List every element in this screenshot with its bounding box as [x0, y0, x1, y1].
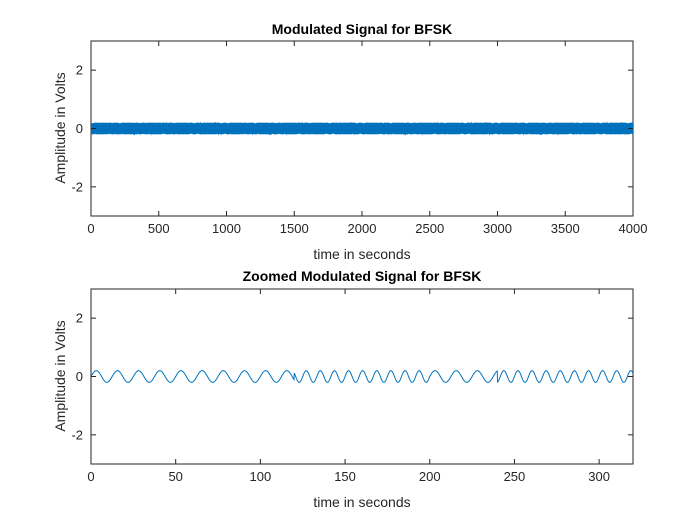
x-ticks-bottom: 0 50 100 150 200 250 300: [87, 289, 610, 484]
y-ticks-bottom: 2 0 -2: [71, 311, 633, 442]
signal-line-top: [91, 121, 633, 136]
y-ticks-top: 2 0 -2: [71, 63, 633, 194]
x-tick-label-bottom: 100: [250, 469, 272, 484]
y-tick-label-bottom: -2: [71, 427, 83, 442]
y-tick-label-top: -2: [71, 179, 83, 194]
x-tick-label-bottom: 300: [588, 469, 610, 484]
chart-top: 0 500 1000 1500 2000 2500 3000 3500 4000 2 0 -2 Mo…: [52, 21, 647, 262]
chart-title-bottom: Zoomed Modulated Signal for BFSK: [243, 268, 482, 284]
series-group-bottom: [91, 370, 633, 384]
chart-bottom: 0 50 100 150 200 250 300 2 0 -2 Zoomed Modulated…: [52, 268, 634, 510]
x-tick-label-top: 3000: [483, 221, 512, 236]
x-axis-label-top: time in seconds: [313, 246, 410, 262]
y-axis-label-top: Amplitude in Volts: [52, 72, 68, 183]
y-axis-label-bottom: Amplitude in Volts: [52, 320, 68, 431]
x-tick-label-top: 500: [148, 221, 170, 236]
x-tick-label-top: 1000: [212, 221, 241, 236]
x-axis-label-bottom: time in seconds: [313, 494, 410, 510]
x-tick-label-bottom: 200: [419, 469, 441, 484]
series-group-top: [91, 121, 633, 136]
y-tick-label-bottom: 2: [76, 311, 83, 326]
y-tick-label-bottom: 0: [76, 369, 83, 384]
x-tick-label-top: 2500: [415, 221, 444, 236]
x-tick-label-bottom: 250: [504, 469, 526, 484]
signal-line-bottom: [91, 370, 633, 384]
chart-title-top: Modulated Signal for BFSK: [272, 21, 452, 37]
x-ticks-top: 0 500 1000 1500 2000 2500 3000 3500 4000: [87, 41, 647, 236]
x-tick-label-bottom: 50: [168, 469, 182, 484]
x-tick-label-top: 2000: [348, 221, 377, 236]
x-tick-label-top: 3500: [551, 221, 580, 236]
x-tick-label-top: 1500: [280, 221, 309, 236]
x-tick-label-bottom: 150: [334, 469, 356, 484]
x-tick-label-bottom: 0: [87, 469, 94, 484]
y-tick-label-top: 0: [76, 121, 83, 136]
plot-area-bottom: [90, 288, 634, 465]
x-tick-label-top: 0: [87, 221, 94, 236]
x-tick-label-top: 4000: [619, 221, 648, 236]
y-tick-label-top: 2: [76, 63, 83, 78]
